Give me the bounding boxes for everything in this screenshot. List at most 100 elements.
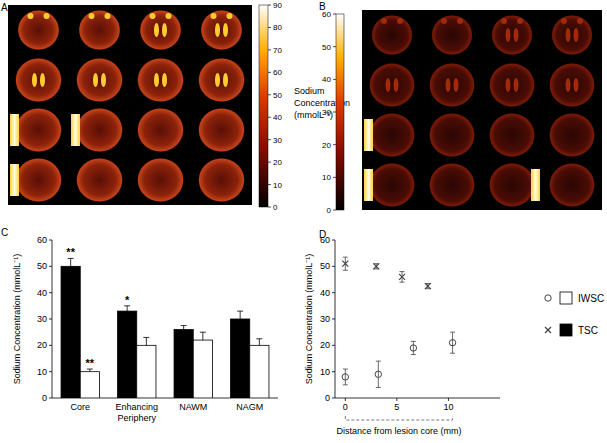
ventricle (215, 23, 220, 37)
y-axis-label: Sodium Concentration (mmolL⁻¹) (12, 254, 22, 385)
significance-marker: * (125, 294, 130, 306)
orbit (517, 18, 523, 24)
error-bar (143, 337, 149, 345)
orbit (577, 18, 583, 24)
reference-phantom (364, 119, 373, 151)
y-tick-label: 20 (320, 340, 330, 350)
y-axis-label: Sodium Concentration (mmolL⁻¹) (304, 254, 314, 385)
y-tick (49, 345, 52, 346)
y-tick-label: 10 (37, 367, 47, 377)
orbit (397, 18, 403, 24)
error-cap (343, 384, 348, 385)
marker-stroke (545, 327, 551, 333)
error-bar (237, 311, 243, 319)
mri-slice (137, 158, 183, 202)
mri-slice (369, 63, 415, 107)
colorbar-tick (268, 27, 271, 28)
bar (80, 372, 99, 398)
y-tick (332, 371, 335, 372)
orbit (28, 13, 34, 19)
y-tick (332, 398, 335, 399)
marker-circle (449, 340, 455, 346)
marker-stroke (425, 283, 431, 289)
colorbar-tick-label: 10 (273, 181, 282, 190)
mri-slice (137, 58, 183, 102)
panel-label: A (1, 2, 8, 13)
ventricle (223, 23, 228, 37)
colorbar-tick-label: 20 (322, 141, 331, 150)
colorbar-tick-label: 0 (327, 206, 332, 215)
ventricle (162, 73, 167, 87)
y-tick-label: 30 (37, 314, 47, 324)
mri-slice (201, 10, 242, 50)
y-tick (332, 345, 335, 346)
bar (250, 345, 269, 398)
bar (61, 266, 80, 398)
legend-swatch (560, 292, 572, 304)
error-cap (450, 332, 455, 333)
colorbar-tick (268, 5, 271, 6)
colorbar: 0102030405060 (322, 10, 344, 215)
colorbar-tick (268, 184, 271, 185)
y-tick-label: 20 (37, 340, 47, 350)
error-stem (413, 341, 414, 354)
colorbar-tick (268, 207, 271, 208)
y-tick (332, 292, 335, 293)
mri-slice (198, 58, 244, 102)
legend-marker (545, 327, 551, 333)
error-bar (256, 339, 262, 346)
significance-marker: ** (86, 357, 95, 369)
mri-slice (492, 15, 533, 55)
marker-stroke (425, 283, 431, 289)
x-tick-label-line: NAGM (236, 402, 263, 412)
marker-circle (375, 371, 381, 377)
point (399, 274, 405, 280)
error-bar (87, 369, 93, 372)
x-tick-label: 10 (443, 402, 453, 412)
mri-slice (549, 163, 595, 207)
mri-slice (429, 113, 475, 157)
mri-slice (15, 58, 61, 102)
reference-phantom (10, 164, 19, 196)
point (342, 261, 348, 267)
ventricle (215, 73, 220, 87)
bar (231, 319, 250, 398)
orbit (501, 18, 507, 24)
ventricle (574, 28, 579, 42)
mri-montage (362, 10, 602, 210)
error-stem (378, 361, 379, 387)
x-tick-label: NAGM (236, 402, 263, 412)
colorbar-tick (333, 177, 336, 178)
colorbar-tick (333, 112, 336, 113)
mri-slice (76, 158, 122, 202)
ventricle (574, 78, 579, 92)
colorbar-scale (336, 14, 344, 210)
ventricle (506, 28, 511, 42)
mri-slice (15, 158, 61, 202)
colorbar-tick (268, 49, 271, 50)
y-tick (332, 240, 335, 241)
legend: IWSCTSC (545, 292, 604, 336)
x-axis: 0510 (335, 398, 500, 412)
y-tick-label: 50 (320, 261, 330, 271)
mri-slice (369, 163, 415, 207)
points (342, 257, 456, 387)
panel-label: D (319, 229, 326, 240)
error-bar (376, 361, 381, 387)
error-stem (240, 311, 241, 319)
colorbar-tick (333, 46, 336, 47)
bar (137, 345, 156, 398)
ventricle (162, 23, 167, 37)
colorbar-tick-label: 80 (273, 23, 282, 32)
bar (193, 340, 212, 398)
ventricle (446, 78, 451, 92)
error-cap (256, 338, 262, 339)
colorbar-tick (333, 14, 336, 15)
legend-swatch (560, 324, 572, 336)
ventricle (514, 28, 519, 42)
reference-phantom (531, 169, 540, 201)
orbit (211, 13, 217, 19)
x-tick-label-line: Periphery (117, 413, 156, 423)
panel-label: B (319, 1, 326, 12)
marker-stroke (545, 327, 551, 333)
